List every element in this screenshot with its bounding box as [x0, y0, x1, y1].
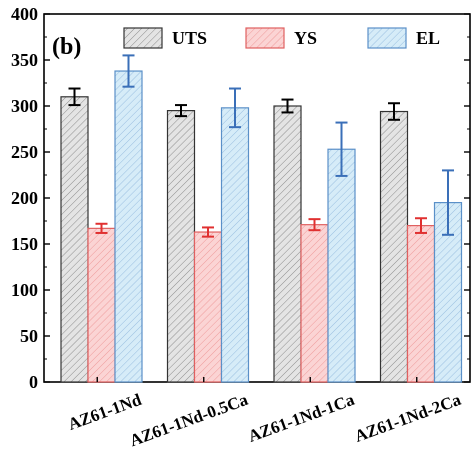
y-tick-label: 250	[11, 142, 38, 162]
y-tick-label: 200	[11, 188, 38, 208]
bar-ys-0	[87, 227, 116, 383]
bar-uts-3	[379, 110, 409, 383]
x-category-label: AZ61-1Nd-1Ca	[246, 390, 358, 446]
y-tick-label: 400	[11, 4, 38, 24]
x-category-label: AZ61-1Nd-0.5Ca	[127, 390, 251, 451]
bar-ys-2	[300, 224, 329, 383]
y-tick-label: 150	[11, 234, 38, 254]
y-tick-labels: 0 50 100 150 200 250 300 350 400	[11, 4, 38, 392]
bar-uts-2	[273, 105, 302, 383]
legend: UTS YS EL	[123, 27, 440, 49]
y-tick-label: 350	[11, 50, 38, 70]
x-category-label: AZ61-1Nd-2Ca	[352, 390, 464, 446]
legend-swatch-uts	[123, 27, 163, 49]
error-bars-layer	[68, 54, 454, 238]
bars-layer	[60, 70, 463, 383]
legend-label-uts: UTS	[172, 28, 207, 48]
legend-label-ys: YS	[294, 28, 317, 48]
x-tick-labels: AZ61-1NdAZ61-1Nd-0.5CaAZ61-1Nd-1CaAZ61-1…	[65, 390, 463, 451]
panel-label: (b)	[52, 34, 81, 60]
bar-el-1	[220, 107, 250, 383]
y-tick-label: 50	[20, 326, 38, 346]
bar-ys-3	[406, 225, 436, 383]
axes-layer	[44, 13, 470, 383]
bar-el-0	[114, 70, 143, 383]
bar-uts-0	[60, 96, 89, 383]
y-tick-label: 300	[11, 96, 38, 116]
bar-ys-1	[193, 231, 223, 383]
bar-uts-1	[166, 109, 196, 383]
legend-label-el: EL	[416, 28, 440, 48]
legend-swatch-el	[367, 27, 407, 49]
y-tick-label: 100	[11, 280, 38, 300]
y-tick-label: 0	[29, 372, 38, 392]
bar-el-2	[327, 148, 356, 383]
legend-swatch-ys	[245, 27, 285, 49]
x-category-label: AZ61-1Nd	[65, 390, 144, 434]
